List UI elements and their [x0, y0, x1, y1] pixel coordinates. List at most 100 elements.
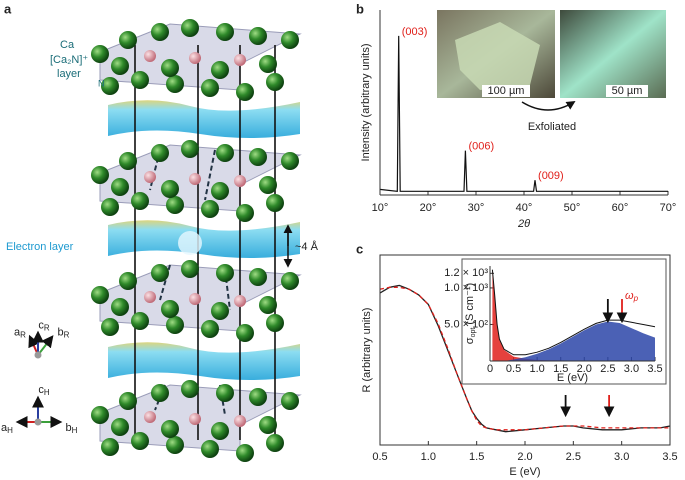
n-atom	[234, 54, 246, 66]
bond-dashed	[204, 149, 216, 201]
n-atom	[189, 413, 201, 425]
ca-atom	[201, 320, 219, 338]
atom-label: N	[98, 78, 105, 88]
ca-atom	[161, 180, 179, 198]
ca-atom	[151, 23, 169, 41]
x-tick-label: 70°	[660, 202, 677, 214]
n-atom	[234, 175, 246, 187]
crystal-structure	[91, 19, 302, 462]
ca-atom	[131, 432, 149, 450]
ca-atom	[281, 31, 299, 49]
n-atom	[189, 173, 201, 185]
y-axis-label: Intensity (arbitrary units)	[360, 44, 372, 162]
n-atom	[144, 171, 156, 183]
axis-label: aH	[1, 422, 13, 435]
ca-atom	[91, 45, 109, 63]
ca-atom	[151, 384, 169, 402]
ca-atom	[211, 182, 229, 200]
ca-atom	[281, 152, 299, 170]
electron-site	[178, 231, 202, 255]
x-tick-label: 2.5	[566, 451, 581, 463]
ca-atom	[119, 272, 137, 290]
axis-label: aR	[14, 326, 26, 339]
y-axis-label: σopt (S cm⁻¹)	[464, 283, 477, 344]
ca-atom	[101, 198, 119, 216]
x-tick-label: 30°	[468, 202, 485, 214]
ca-atom	[216, 384, 234, 402]
ca-atom	[236, 444, 254, 462]
layer-label: [Ca₂N]⁺	[50, 54, 88, 66]
bond-dashed	[159, 264, 171, 301]
axis-vector	[37, 335, 54, 356]
ca-atom	[166, 75, 184, 93]
bond-dashed	[149, 149, 161, 191]
ca-atom	[131, 312, 149, 330]
axis-subscript: H	[44, 388, 50, 397]
axis-label: bH	[66, 422, 78, 435]
ca-atom	[131, 192, 149, 210]
ca-atom	[111, 57, 129, 75]
marker-label: ωp	[625, 290, 639, 303]
x-tick-label: 3.5	[662, 451, 677, 463]
ca-atom	[181, 260, 199, 278]
ca-atom	[201, 440, 219, 458]
peak-label: (003)	[402, 26, 428, 38]
ca-atom	[249, 148, 267, 166]
n-atom	[234, 415, 246, 427]
scale-label: 50 µm	[612, 85, 643, 97]
ca-atom	[211, 302, 229, 320]
x-tick-label: 2.5	[600, 363, 615, 375]
axis-subscript: R	[44, 324, 50, 333]
ca-atom	[236, 204, 254, 222]
ca-atom	[166, 436, 184, 454]
ca-atom	[236, 83, 254, 101]
ca-atom	[216, 264, 234, 282]
n-atom	[234, 295, 246, 307]
ca-atom	[249, 268, 267, 286]
n-atom	[189, 52, 201, 64]
ca-atom	[151, 144, 169, 162]
ca-atom	[266, 194, 284, 212]
ca-atom	[259, 176, 277, 194]
spacing-label: ~4 Å	[295, 240, 319, 253]
x-tick-label: 2.0	[577, 363, 592, 375]
peak-label: (006)	[468, 141, 494, 153]
panel-label: a	[4, 1, 12, 16]
ca-atom	[281, 272, 299, 290]
axis-subscript: R	[20, 331, 26, 340]
axis-origin	[34, 351, 42, 359]
x-tick-label: 0.5	[506, 363, 521, 375]
electron-layer	[108, 220, 300, 258]
ca-atom	[281, 392, 299, 410]
ca-atom	[161, 59, 179, 77]
x-tick-label: 0	[487, 363, 493, 375]
x-tick-label: 50°	[564, 202, 581, 214]
ca-atom	[101, 77, 119, 95]
x-tick-label: 2.0	[517, 451, 532, 463]
ca-atom	[111, 298, 129, 316]
x-tick-label: 10°	[372, 202, 389, 214]
x-tick-label: 3.0	[624, 363, 639, 375]
axis-label: cR	[38, 319, 50, 332]
ca-atom	[266, 314, 284, 332]
layer-label: layer	[57, 68, 81, 80]
bond-dashed	[219, 384, 226, 416]
electron-layer	[108, 342, 300, 380]
axis-subscript: R	[64, 331, 70, 340]
ca-atom	[259, 55, 277, 73]
ca-atom	[266, 73, 284, 91]
ca-atom	[201, 200, 219, 218]
x-axis-label: 2θ	[517, 218, 530, 230]
ca-atom	[101, 318, 119, 336]
axis-origin	[34, 418, 42, 426]
ca-atom	[166, 196, 184, 214]
ca-atom	[161, 300, 179, 318]
ca-atom	[249, 27, 267, 45]
ca-atom	[211, 61, 229, 79]
axis-subscript: H	[72, 426, 78, 435]
scale-bg	[606, 85, 648, 97]
x-tick-label: 1.5	[469, 451, 484, 463]
x-axis-label: E (eV)	[557, 372, 588, 384]
ca-atom	[211, 422, 229, 440]
